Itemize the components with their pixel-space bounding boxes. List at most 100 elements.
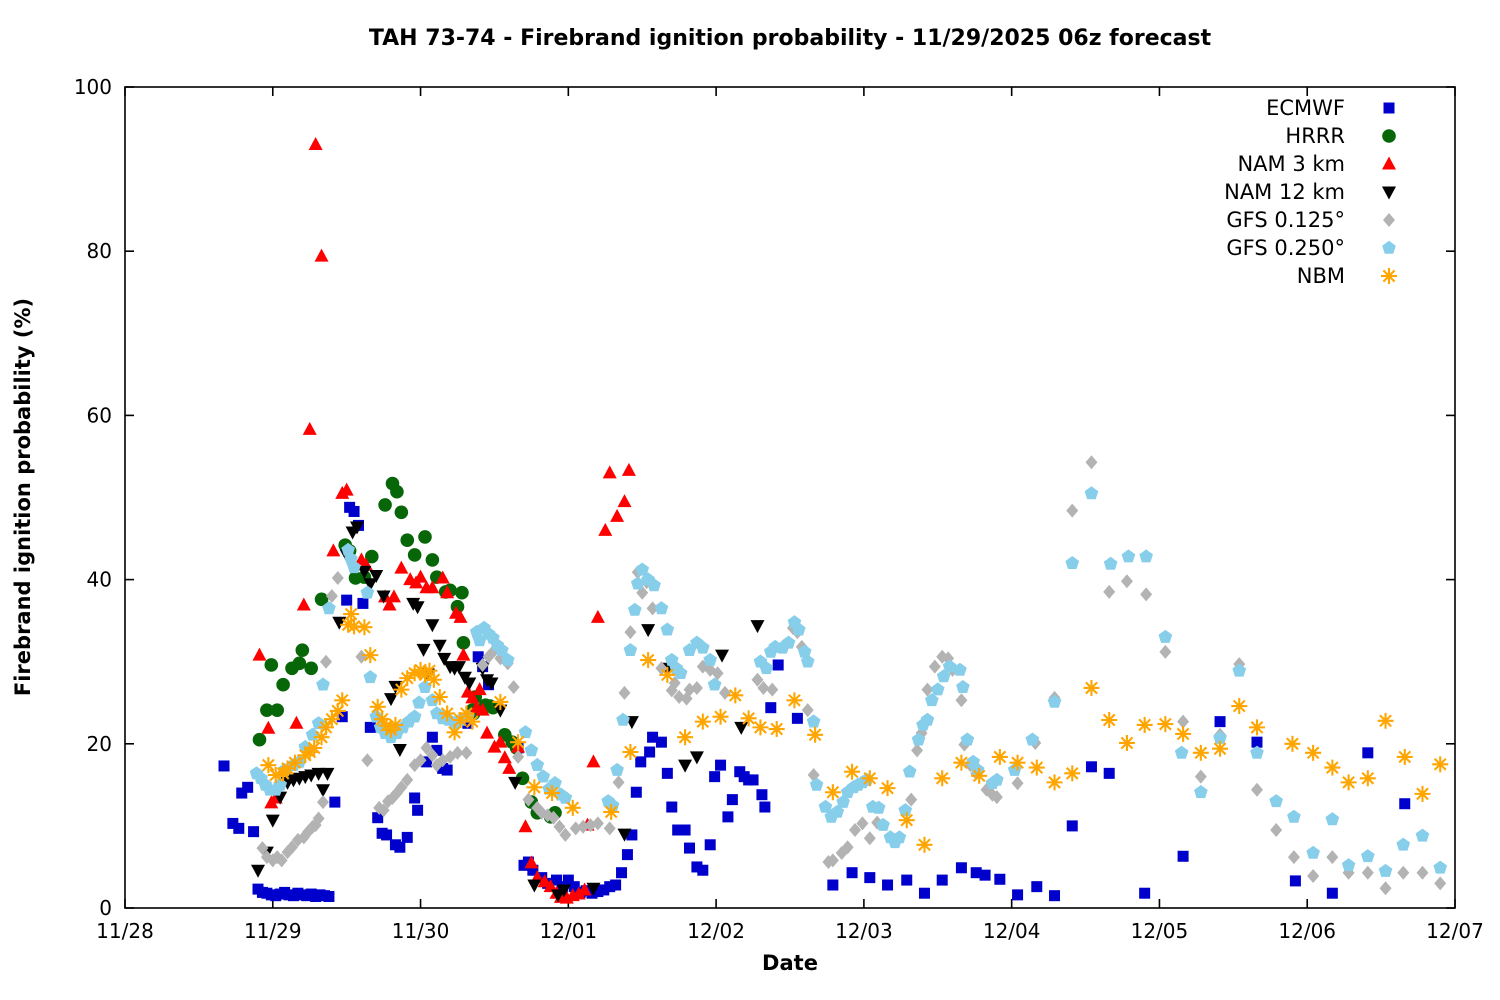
data-point [1326,850,1339,865]
data-point [970,867,982,879]
data-point [350,521,365,535]
data-point [568,881,580,893]
data-point [316,677,330,691]
data-point [592,886,604,898]
data-point [616,712,630,726]
data-point [679,824,691,836]
legend-marker-circle-icon [1382,129,1396,143]
data-point [425,580,440,594]
x-axis-label: Date [762,951,818,975]
data-point [768,721,785,738]
data-point [1432,756,1449,773]
data-point [718,685,731,700]
data-point [451,661,466,675]
data-point [727,687,744,704]
data-point [518,819,533,833]
data-point [1396,748,1413,765]
data-point [361,753,374,768]
data-point [1177,850,1189,862]
data-point [562,874,574,886]
data-point [314,592,329,607]
data-point [518,725,533,739]
data-point [849,823,862,838]
legend-marker-square-icon [1383,102,1395,114]
series-gfs-0-250 [249,486,1448,877]
data-point [414,753,427,768]
data-point [369,698,386,715]
data-point [260,703,274,717]
data-point [936,874,948,886]
data-point [956,680,970,693]
data-point [1284,735,1301,752]
data-point [792,622,806,636]
data-point [401,831,413,843]
data-point [646,601,659,616]
data-point [1361,865,1374,880]
data-point [955,693,968,708]
legend-marker-triangle-down-icon [1382,186,1396,200]
data-point [1251,736,1263,748]
data-point [801,703,814,718]
data-point [1084,486,1099,500]
data-point [1177,714,1190,729]
data-point [1031,881,1043,893]
data-point [559,827,572,842]
data-point [329,796,341,808]
data-point [586,882,601,896]
legend-label: NAM 3 km [1237,152,1345,176]
data-point [306,739,323,756]
x-tick-label: 12/02 [687,919,745,943]
data-point [704,839,716,851]
data-point [409,792,421,804]
data-point [382,597,397,611]
data-point [536,872,548,884]
data-point [464,713,481,730]
data-point [750,620,765,634]
data-point [372,812,384,824]
data-point [1140,587,1153,602]
x-tick-label: 12/05 [1131,919,1189,943]
data-point [357,597,369,609]
data-point [425,619,440,633]
data-point [1194,769,1207,784]
data-point [1009,754,1026,771]
data-point [678,759,693,773]
data-point [495,643,509,656]
data-point [673,666,688,679]
data-point [809,777,824,791]
data-point [703,652,717,666]
data-point [602,465,617,479]
data-point [806,714,821,728]
data-point [918,887,930,899]
data-point [786,692,803,709]
data-point [661,767,673,779]
data-point [879,780,896,797]
data-point [432,639,447,653]
data-point [616,867,628,879]
data-point [1269,794,1283,808]
data-point [610,762,624,776]
data-point [437,652,452,666]
data-point [994,873,1006,885]
data-point [439,705,456,722]
data-point [508,776,523,790]
data-point [547,810,560,825]
data-point [493,734,508,748]
data-point [766,682,779,697]
data-point [394,841,406,853]
data-point [689,751,704,765]
data-point [458,705,475,722]
data-point [431,689,448,706]
data-point [456,647,471,661]
data-point [654,601,669,615]
data-point [331,570,344,585]
data-point [660,622,675,636]
data-point [960,732,975,746]
data-point [759,801,771,813]
data-point [691,861,703,873]
data-point [902,764,917,778]
x-tick-label: 12/03 [835,919,893,943]
data-point [295,643,310,658]
y-axis-label: Firebrand ignition probability (%) [11,298,35,696]
